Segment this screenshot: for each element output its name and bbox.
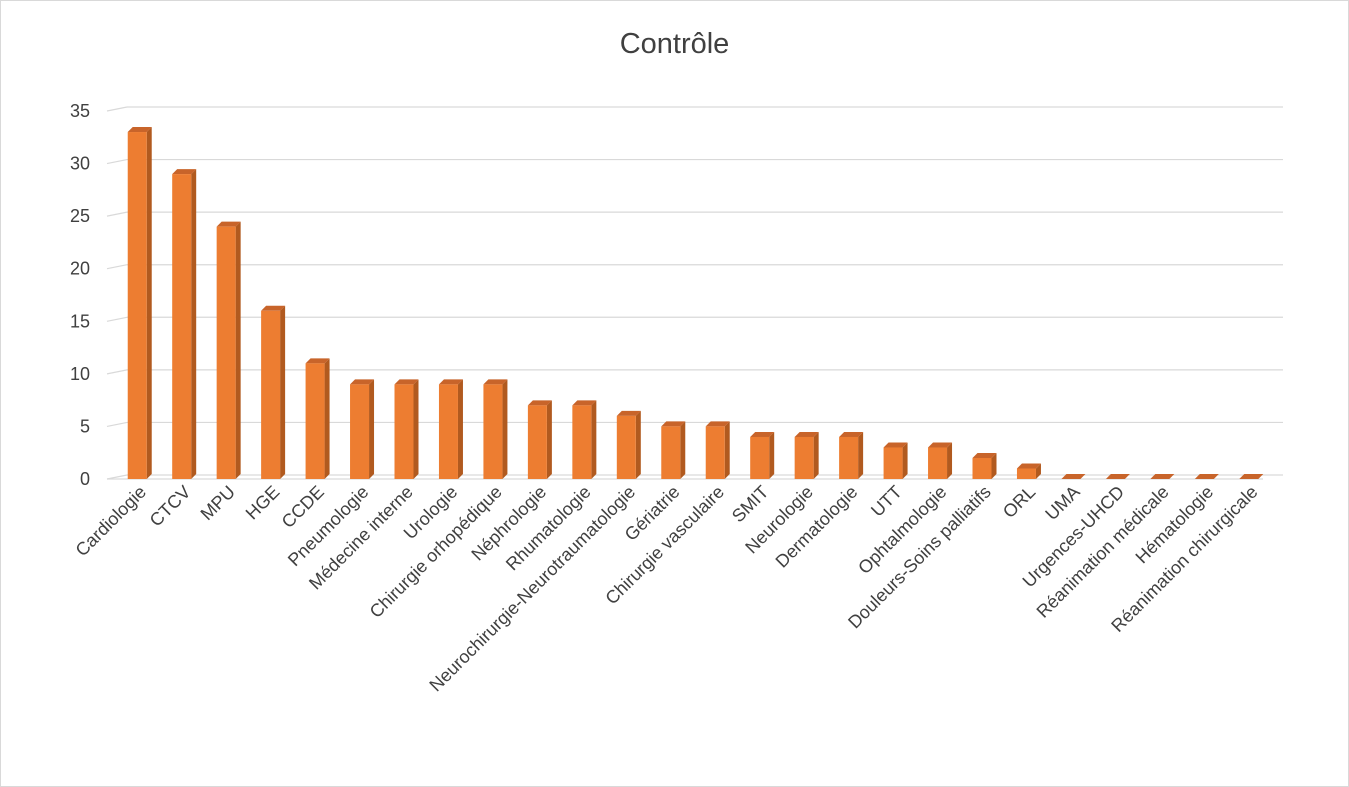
bar-top	[661, 421, 686, 427]
bar-side	[947, 442, 953, 479]
bar-top	[305, 358, 330, 364]
bar-side	[546, 400, 552, 479]
gridline-slant	[106, 421, 128, 428]
bar-top	[794, 431, 819, 437]
bar	[661, 426, 681, 479]
bar-top	[438, 379, 463, 385]
y-tick-label: 30	[70, 154, 90, 174]
y-tick-label: 25	[70, 206, 90, 226]
bar-top	[1194, 474, 1219, 479]
bar-top	[261, 305, 286, 311]
gridline-slant	[106, 369, 128, 375]
bar	[1016, 468, 1036, 479]
bar-side	[235, 221, 241, 479]
bar-side	[1035, 463, 1041, 479]
gridline-slant	[106, 211, 128, 217]
bar-top	[750, 431, 775, 437]
y-tick-label: 35	[70, 101, 90, 121]
bar-side	[769, 431, 775, 479]
bar-side	[813, 431, 819, 479]
bar-top	[1150, 474, 1175, 479]
bar-top	[394, 379, 419, 385]
y-tick-label: 10	[70, 364, 90, 384]
x-tick-label: Cardiologie	[72, 482, 151, 561]
bar	[705, 426, 725, 479]
gridline-slant	[106, 264, 128, 270]
y-tick-label: 5	[80, 416, 90, 436]
bar-side	[457, 379, 463, 479]
bar-top	[1061, 474, 1086, 479]
y-tick-label: 0	[80, 469, 90, 489]
bar-top	[216, 221, 241, 227]
bar-side	[680, 421, 686, 479]
bar-side	[724, 421, 730, 479]
x-tick-label: ORL	[999, 482, 1039, 522]
bar	[305, 363, 325, 479]
bar-top	[1016, 463, 1041, 469]
bar	[216, 226, 236, 479]
bar	[527, 405, 547, 479]
bar	[839, 436, 859, 479]
bar	[483, 384, 503, 479]
bar	[616, 415, 636, 479]
x-tick-label: MPU	[197, 482, 239, 524]
bar-side	[902, 442, 908, 479]
bar-side	[635, 410, 641, 479]
x-tick-label: CTCV	[146, 482, 195, 531]
gridline-slant	[106, 316, 128, 322]
bar-side	[369, 379, 375, 479]
bar-side	[280, 305, 286, 479]
bar-top	[928, 442, 953, 448]
bar-top	[483, 379, 508, 385]
bar-side	[502, 379, 508, 479]
bar	[794, 436, 814, 479]
bar-side	[858, 431, 864, 479]
bar	[572, 405, 592, 479]
bar-top	[572, 400, 597, 406]
bar	[350, 384, 370, 479]
gridline-slant	[106, 158, 128, 165]
bar-top	[839, 431, 864, 437]
bar-top	[172, 169, 197, 175]
bar-side	[591, 400, 597, 479]
bar-top	[1239, 474, 1264, 479]
x-tick-label: UTT	[867, 482, 906, 521]
bar-top	[616, 410, 641, 416]
y-tick-label: 20	[70, 259, 90, 279]
bar	[127, 132, 147, 479]
bar-top	[527, 400, 552, 406]
bar-top	[883, 442, 908, 448]
gridline-slant	[106, 106, 128, 112]
bar	[750, 436, 770, 479]
bar	[172, 174, 192, 480]
bar	[928, 447, 948, 479]
bar-side	[324, 358, 330, 479]
bar	[883, 447, 903, 479]
bar	[972, 457, 992, 479]
y-tick-label: 15	[70, 311, 90, 331]
bar	[438, 384, 458, 479]
bar	[261, 310, 281, 479]
bar-top	[972, 452, 997, 458]
bar-top	[350, 379, 375, 385]
bar-side	[991, 452, 997, 479]
gridline-slant	[106, 474, 128, 480]
bar-top	[1105, 474, 1130, 479]
bar-side	[146, 127, 152, 480]
chart-title: Contrôle	[619, 28, 730, 60]
bar-top	[705, 421, 730, 427]
bar	[394, 384, 414, 479]
bar-side	[191, 169, 197, 480]
bar-top	[127, 127, 152, 133]
bar-side	[413, 379, 419, 479]
